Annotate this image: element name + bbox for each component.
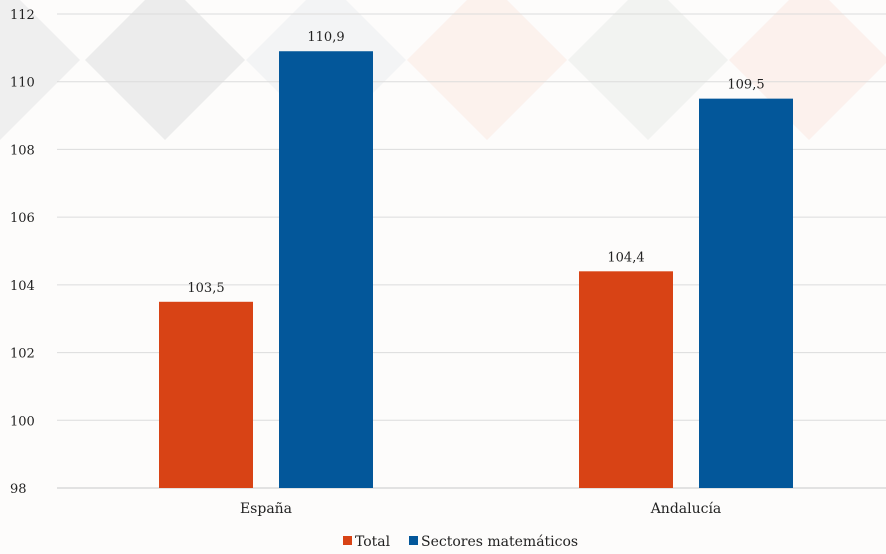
y-tick-label: 100 [10, 414, 35, 429]
bar-total-1 [579, 271, 673, 488]
legend-label: Total [355, 534, 391, 550]
y-tick-label: 108 [10, 143, 35, 158]
background-diamond [407, 0, 567, 140]
background-diamond [729, 0, 886, 140]
bar-sectores-matem-ticos-1 [699, 98, 793, 489]
y-tick-label: 104 [10, 279, 35, 294]
data-label: 109,5 [727, 78, 764, 93]
x-category-label: Andalucía [650, 501, 722, 517]
data-label: 103,5 [187, 281, 224, 296]
data-labels: 103,5 110,9 104,4 109,5 [187, 30, 764, 296]
x-axis-category-labels: España Andalucía [240, 501, 721, 517]
background-diamond [85, 0, 245, 140]
y-tick-label: 112 [10, 8, 35, 23]
data-label: 104,4 [607, 250, 644, 265]
background-diamond [0, 0, 80, 140]
y-axis-tick-labels: 98 100 102 104 106 108 110 112 [10, 8, 35, 497]
bar-sectores-matem-ticos-0 [279, 51, 373, 488]
y-tick-label: 106 [10, 211, 35, 226]
background-diamond [568, 0, 728, 140]
x-category-label: España [240, 501, 292, 517]
y-tick-label: 110 [10, 76, 35, 91]
legend-label: Sectores matemáticos [421, 534, 578, 550]
legend-swatch [409, 536, 418, 545]
legend-swatch [343, 536, 352, 545]
y-tick-label: 98 [10, 482, 27, 497]
legend: Total Sectores matemáticos [343, 534, 578, 550]
bars [159, 51, 793, 489]
data-label: 110,9 [307, 30, 344, 45]
y-tick-label: 102 [10, 347, 35, 362]
bar-total-0 [159, 301, 253, 488]
